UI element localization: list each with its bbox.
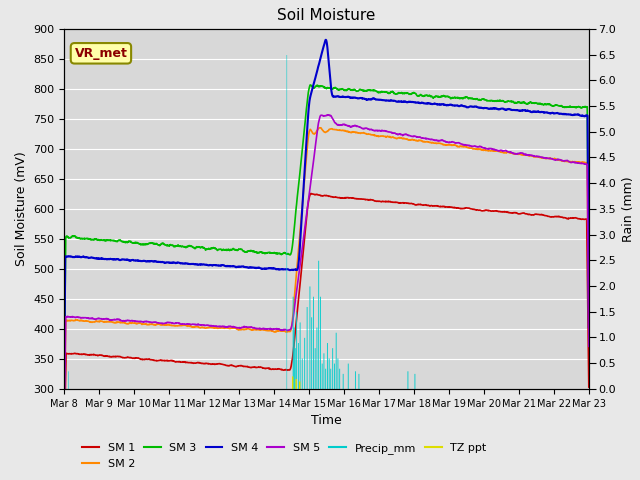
SM 1	[575, 216, 582, 222]
SM 2	[585, 343, 593, 349]
SM 1	[120, 355, 128, 360]
SM 1	[585, 384, 593, 390]
SM 3	[60, 401, 68, 407]
SM 4	[518, 108, 526, 113]
SM 5	[60, 440, 68, 446]
SM 3	[261, 251, 269, 256]
SM 4	[261, 266, 269, 272]
SM 1	[307, 191, 315, 196]
Legend: SM 1, SM 2, SM 3, SM 4, SM 5, Precip_mm, TZ ppt: SM 1, SM 2, SM 3, SM 4, SM 5, Precip_mm,…	[77, 439, 491, 473]
SM 4	[322, 37, 330, 43]
SM 4	[151, 258, 159, 264]
Line: SM 1: SM 1	[64, 193, 589, 456]
SM 5	[284, 327, 292, 333]
SM 5	[151, 319, 159, 325]
Text: VR_met: VR_met	[74, 47, 127, 60]
SM 2	[284, 329, 292, 335]
SM 1	[261, 366, 269, 372]
SM 4	[120, 257, 128, 263]
Line: SM 3: SM 3	[64, 85, 589, 404]
SM 3	[307, 82, 314, 88]
SM 2	[316, 125, 324, 131]
SM 5	[575, 160, 582, 166]
SM 1	[518, 210, 526, 216]
Title: Soil Moisture: Soil Moisture	[277, 9, 376, 24]
SM 5	[324, 112, 332, 118]
SM 2	[518, 152, 526, 157]
SM 3	[284, 251, 292, 256]
SM 2	[120, 320, 128, 325]
SM 3	[518, 100, 526, 106]
SM 2	[151, 322, 159, 328]
SM 4	[575, 112, 582, 118]
SM 5	[585, 344, 593, 349]
SM 3	[585, 312, 593, 318]
Y-axis label: Rain (mm): Rain (mm)	[622, 176, 635, 241]
SM 5	[518, 150, 526, 156]
X-axis label: Time: Time	[311, 414, 342, 427]
SM 1	[60, 454, 68, 459]
SM 2	[60, 442, 68, 447]
SM 4	[585, 324, 593, 330]
SM 1	[151, 358, 159, 363]
SM 1	[284, 367, 292, 373]
SM 2	[575, 159, 582, 165]
Y-axis label: Soil Moisture (mV): Soil Moisture (mV)	[15, 151, 28, 266]
SM 5	[120, 318, 128, 324]
SM 4	[284, 266, 292, 272]
Line: SM 5: SM 5	[64, 115, 589, 443]
SM 3	[120, 239, 128, 245]
SM 2	[261, 327, 269, 333]
SM 3	[151, 241, 159, 247]
SM 3	[575, 104, 582, 109]
SM 4	[60, 399, 68, 405]
Line: SM 4: SM 4	[64, 40, 589, 402]
SM 5	[261, 326, 269, 332]
Line: SM 2: SM 2	[64, 128, 589, 444]
